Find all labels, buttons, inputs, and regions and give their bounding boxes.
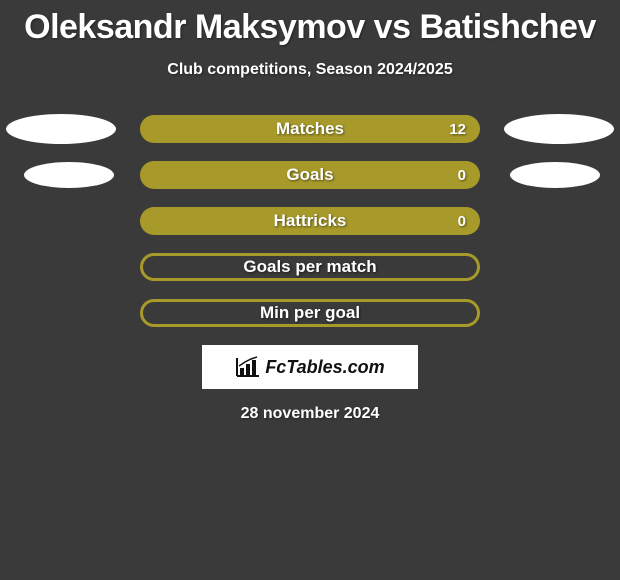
stat-row: Matches 12 <box>0 115 620 143</box>
stat-label: Min per goal <box>260 303 360 323</box>
stat-bar: Goals 0 <box>140 161 480 189</box>
chart-icon <box>235 356 261 378</box>
subtitle: Club competitions, Season 2024/2025 <box>0 61 620 79</box>
stat-value: 0 <box>458 167 466 184</box>
stat-label: Hattricks <box>274 211 347 231</box>
stat-row: Goals 0 <box>0 161 620 189</box>
stat-value: 0 <box>458 213 466 230</box>
avatar-right <box>504 114 614 144</box>
logo-box: FcTables.com <box>202 345 418 389</box>
stat-bar: Goals per match <box>140 253 480 281</box>
avatar-left <box>6 114 116 144</box>
page-title: Oleksandr Maksymov vs Batishchev <box>0 0 620 47</box>
stat-row: Hattricks 0 <box>0 207 620 235</box>
logo-text: FcTables.com <box>265 357 384 378</box>
stat-row: Goals per match <box>0 253 620 281</box>
stat-bar: Min per goal <box>140 299 480 327</box>
stat-bar: Matches 12 <box>140 115 480 143</box>
stat-label: Matches <box>276 119 344 139</box>
date-label: 28 november 2024 <box>0 405 620 423</box>
stat-label: Goals <box>286 165 333 185</box>
stat-bar: Hattricks 0 <box>140 207 480 235</box>
stat-rows: Matches 12 Goals 0 Hattricks 0 Goals per match… <box>0 115 620 327</box>
stat-row: Min per goal <box>0 299 620 327</box>
stat-label: Goals per match <box>243 257 376 277</box>
avatar-right <box>510 162 600 188</box>
stat-value: 12 <box>449 121 466 138</box>
avatar-left <box>24 162 114 188</box>
